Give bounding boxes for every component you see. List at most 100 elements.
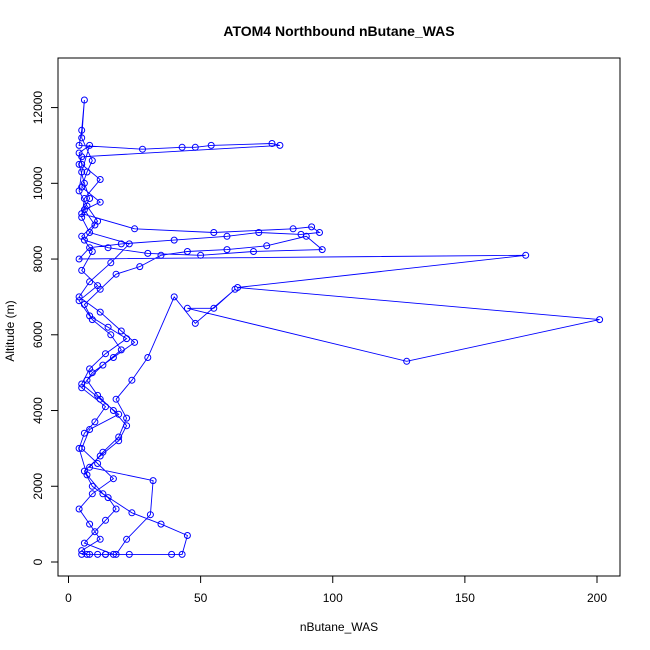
- data-point: [88, 482, 96, 490]
- data-point: [144, 354, 152, 361]
- data-point: [316, 229, 323, 236]
- data-point: [403, 357, 411, 365]
- x-tick-label: 100: [323, 591, 343, 605]
- data-point: [88, 157, 96, 165]
- data-point: [78, 160, 86, 168]
- data-point: [78, 550, 86, 558]
- data-point: [210, 304, 218, 312]
- data-point: [86, 195, 94, 202]
- data-point: [78, 232, 86, 240]
- data-point: [102, 350, 109, 358]
- data-point: [178, 550, 186, 558]
- data-point: [104, 244, 112, 252]
- x-axis: 0 50 100 150 200: [65, 575, 607, 605]
- data-point: [78, 210, 86, 218]
- data-point: [115, 410, 123, 418]
- data-point: [109, 354, 117, 361]
- data-point: [112, 270, 120, 278]
- data-point: [75, 160, 83, 168]
- data-point: [78, 266, 86, 274]
- data-point: [99, 448, 107, 456]
- data-point: [94, 282, 102, 290]
- data-point: [75, 141, 83, 149]
- data-point: [94, 217, 102, 225]
- x-tick-label: 50: [194, 591, 208, 605]
- data-point: [104, 494, 112, 502]
- data-point: [86, 463, 94, 471]
- data-point: [125, 550, 133, 558]
- data-point: [83, 376, 91, 384]
- data-point: [297, 230, 305, 238]
- data-point: [136, 263, 144, 271]
- data-point: [104, 323, 112, 331]
- data-point: [80, 429, 88, 437]
- data-point: [83, 550, 91, 558]
- data-point: [80, 96, 88, 104]
- data-point: [123, 422, 131, 430]
- data-point: [128, 376, 136, 384]
- data-point: [107, 331, 115, 339]
- data-point: [115, 437, 123, 445]
- data-point: [75, 187, 83, 195]
- data-point: [109, 550, 117, 558]
- data-point: [78, 168, 86, 176]
- data-point: [75, 297, 83, 305]
- data-point: [123, 414, 131, 422]
- data-point: [191, 319, 199, 327]
- data-point: [117, 240, 125, 248]
- data-point: [80, 301, 88, 308]
- data-point: [91, 528, 99, 536]
- data-point: [223, 246, 231, 254]
- data-point: [96, 308, 104, 316]
- data-point: [86, 365, 94, 373]
- data-point: [78, 134, 86, 142]
- data-point: [144, 249, 152, 257]
- data-point: [107, 259, 115, 267]
- chart-title: ATOM4 Northbound nButane_WAS: [223, 23, 454, 39]
- data-point: [149, 477, 157, 485]
- x-tick-label: 150: [455, 591, 475, 605]
- data-point: [276, 141, 284, 149]
- data-point: [99, 490, 107, 498]
- data-point: [125, 240, 133, 248]
- data-point: [109, 475, 117, 483]
- data-point: [99, 361, 107, 369]
- data-point: [250, 248, 257, 255]
- data-point: [86, 229, 94, 236]
- data-point: [178, 143, 186, 151]
- data-point: [102, 516, 109, 524]
- data-point: [191, 143, 199, 151]
- data-point: [139, 145, 146, 153]
- data-point: [268, 140, 276, 147]
- data-point: [86, 141, 94, 149]
- data-point: [96, 198, 104, 206]
- y-axis: 0 2000 4000 6000 8000 10000 12000: [31, 91, 59, 565]
- data-point: [96, 535, 104, 543]
- data-point: [263, 242, 271, 250]
- y-tick-label: 10000: [31, 166, 45, 200]
- data-point: [75, 293, 83, 301]
- data-point: [78, 126, 86, 134]
- data-point: [78, 384, 86, 392]
- x-axis-label: nButane_WAS: [300, 620, 378, 634]
- y-tick-label: 12000: [31, 91, 45, 125]
- data-point: [123, 335, 131, 343]
- data-point: [80, 539, 88, 547]
- data-point: [308, 223, 316, 231]
- data-point: [102, 403, 109, 411]
- y-tick-label: 4000: [31, 397, 45, 424]
- x-tick-label: 0: [65, 591, 72, 605]
- data-point: [80, 195, 88, 202]
- data-point: [83, 168, 91, 176]
- series-points: [75, 96, 604, 558]
- y-tick-label: 8000: [31, 245, 45, 272]
- data-point: [75, 444, 83, 452]
- data-point: [83, 471, 91, 479]
- data-point: [117, 346, 125, 354]
- data-point: [86, 312, 94, 320]
- data-point: [157, 520, 165, 528]
- data-point: [78, 380, 86, 388]
- data-point: [596, 316, 604, 324]
- data-point: [117, 327, 125, 335]
